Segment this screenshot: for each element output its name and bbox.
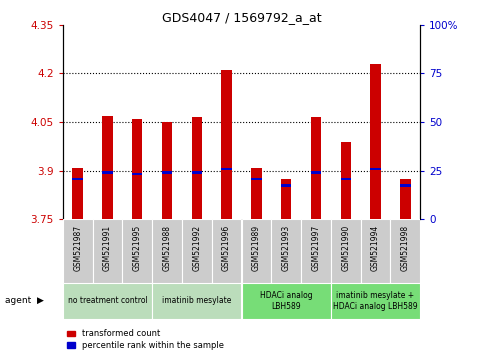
Bar <box>102 171 113 173</box>
Text: GSM521988: GSM521988 <box>163 224 171 270</box>
Bar <box>122 219 152 283</box>
Bar <box>281 179 291 219</box>
Bar <box>341 142 351 219</box>
Text: GSM521989: GSM521989 <box>252 224 261 271</box>
Text: GSM521996: GSM521996 <box>222 224 231 271</box>
Text: GSM521997: GSM521997 <box>312 224 320 271</box>
Bar <box>72 167 83 219</box>
Bar <box>152 283 242 319</box>
Bar <box>63 283 152 319</box>
Bar <box>212 219 242 283</box>
Bar <box>390 219 420 283</box>
Bar <box>63 219 93 283</box>
Bar <box>132 119 142 219</box>
Bar <box>192 117 202 219</box>
Text: HDACi analog
LBH589: HDACi analog LBH589 <box>260 291 313 310</box>
Bar <box>341 178 351 180</box>
Bar <box>102 116 113 219</box>
Bar <box>370 64 381 219</box>
Bar <box>182 219 212 283</box>
Text: GSM521998: GSM521998 <box>401 224 410 271</box>
Legend: transformed count, percentile rank within the sample: transformed count, percentile rank withi… <box>67 329 224 350</box>
Bar <box>162 171 172 173</box>
Text: imatinib mesylate +
HDACi analog LBH589: imatinib mesylate + HDACi analog LBH589 <box>333 291 418 310</box>
Text: GSM521991: GSM521991 <box>103 224 112 271</box>
Bar <box>361 219 390 283</box>
Text: GSM521995: GSM521995 <box>133 224 142 271</box>
Text: imatinib mesylate: imatinib mesylate <box>162 296 231 306</box>
Bar <box>162 122 172 219</box>
Bar <box>192 171 202 173</box>
Title: GDS4047 / 1569792_a_at: GDS4047 / 1569792_a_at <box>162 11 321 24</box>
Bar <box>221 70 232 219</box>
Bar <box>251 178 262 180</box>
Bar <box>242 283 331 319</box>
Bar <box>370 168 381 170</box>
Text: GSM521994: GSM521994 <box>371 224 380 271</box>
Text: GSM521992: GSM521992 <box>192 224 201 271</box>
Text: no treatment control: no treatment control <box>68 296 147 306</box>
Bar <box>72 178 83 180</box>
Bar <box>152 219 182 283</box>
Bar <box>251 167 262 219</box>
Bar <box>400 179 411 219</box>
Bar <box>311 117 321 219</box>
Bar <box>221 168 232 170</box>
Bar <box>311 171 321 173</box>
Bar <box>242 219 271 283</box>
Bar <box>331 283 420 319</box>
Bar <box>93 219 122 283</box>
Text: agent  ▶: agent ▶ <box>5 296 43 306</box>
Text: GSM521987: GSM521987 <box>73 224 82 271</box>
Bar <box>301 219 331 283</box>
Bar <box>271 219 301 283</box>
Text: GSM521990: GSM521990 <box>341 224 350 271</box>
Bar <box>331 219 361 283</box>
Text: GSM521993: GSM521993 <box>282 224 291 271</box>
Bar <box>132 173 142 175</box>
Bar <box>281 184 291 187</box>
Bar <box>400 184 411 187</box>
